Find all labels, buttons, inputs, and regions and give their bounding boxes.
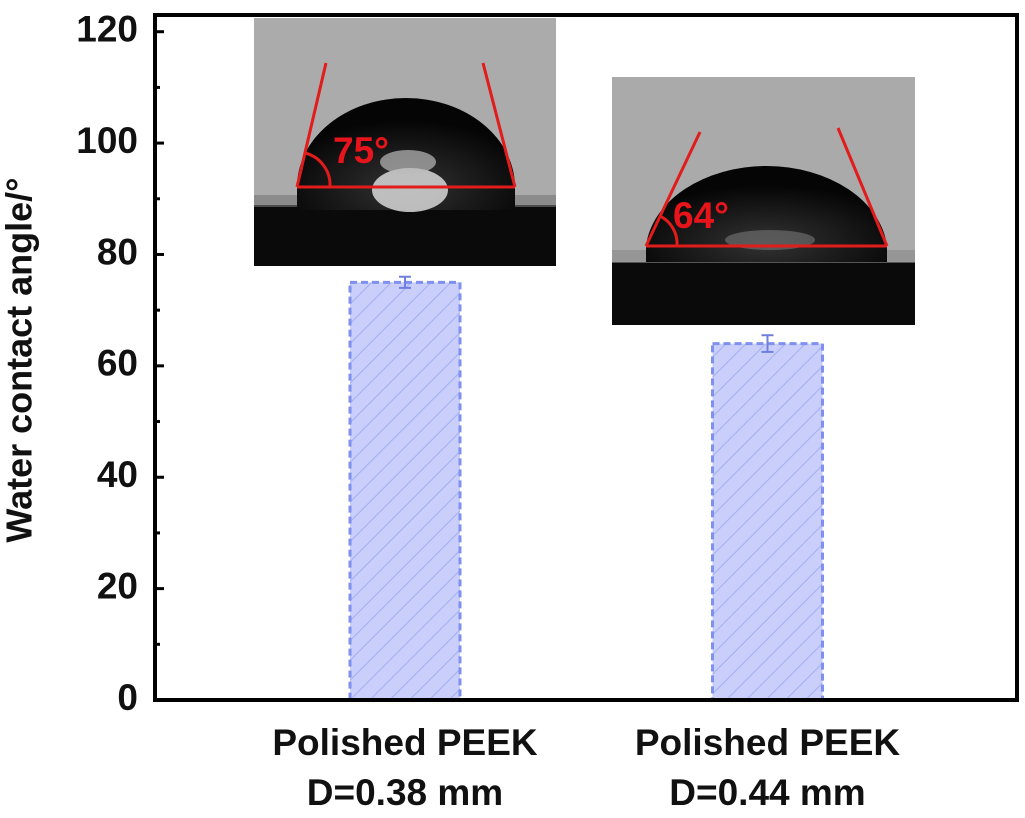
plot-frame [153, 13, 1019, 702]
y-tick-label: 120 [76, 8, 138, 49]
inset-image: 75° [254, 18, 556, 266]
annotation: 75° [333, 130, 389, 171]
y-axis-title: Water contact angle/° [0, 177, 40, 542]
bar [348, 280, 462, 702]
y-tick-label: 80 [97, 231, 138, 272]
x-tick-label: Polished PEEK D=0.38 mm [272, 722, 538, 813]
bar [711, 342, 824, 702]
annotation: 64° [673, 195, 729, 236]
error-bar [761, 334, 774, 353]
y-tick-label: 60 [97, 343, 138, 384]
y-tick-label: 40 [97, 454, 138, 495]
y-tick-label: 20 [97, 565, 138, 606]
inset-image: 64° [612, 77, 915, 325]
y-tick-label: 0 [117, 677, 138, 718]
x-tick-label: Polished PEEK D=0.44 mm [634, 722, 901, 813]
error-bar [399, 275, 411, 289]
y-tick-label: 100 [76, 120, 138, 161]
